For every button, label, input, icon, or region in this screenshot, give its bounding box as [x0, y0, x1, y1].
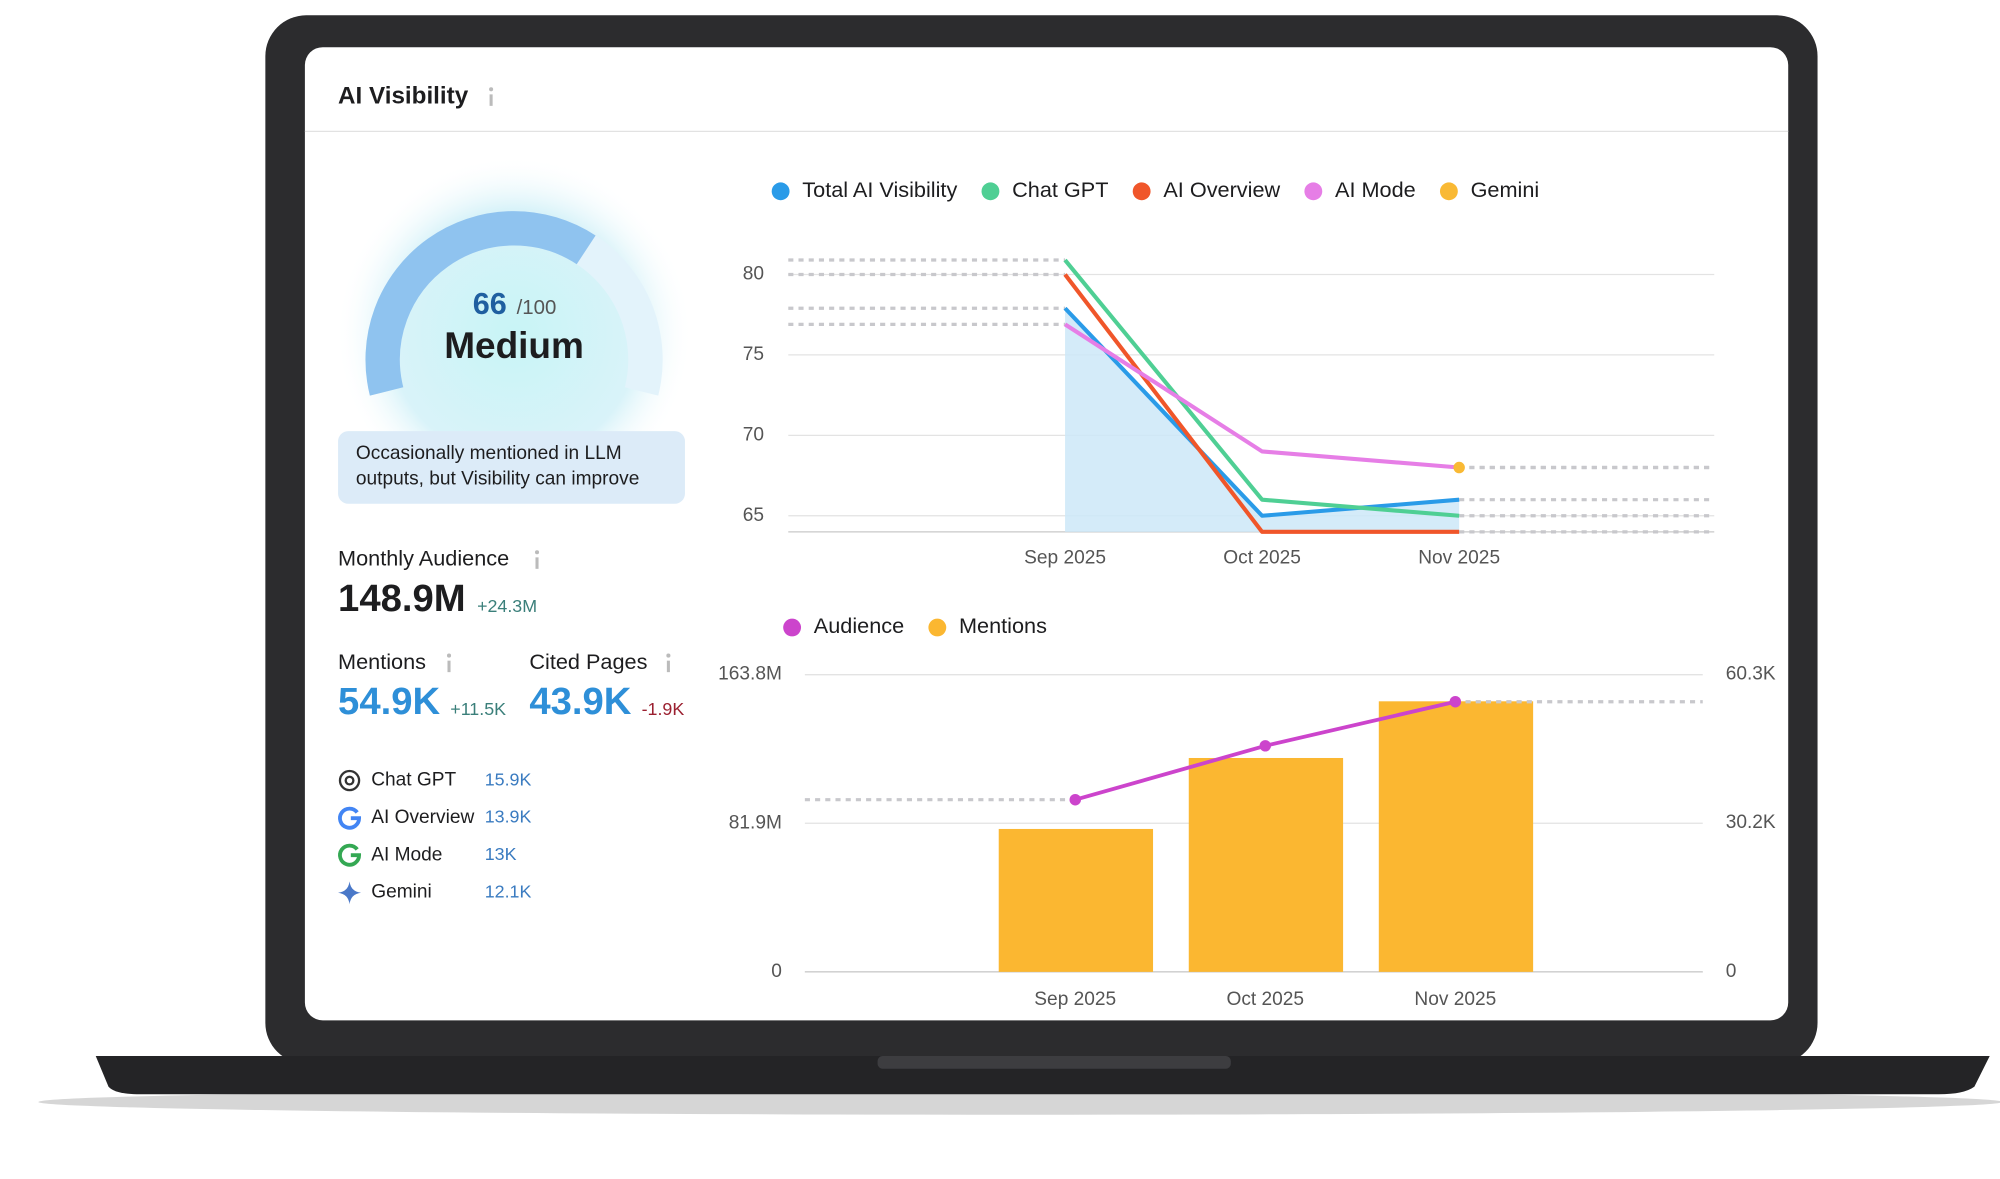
platform-name: AI Overview: [371, 807, 474, 828]
legend-marker: [1132, 182, 1151, 201]
legend-label: Gemini: [1471, 177, 1540, 202]
point: [1069, 793, 1081, 806]
y-tick-label: 81.9M: [729, 812, 782, 833]
metric-label: Cited Pages: [529, 649, 647, 674]
bar: [1188, 757, 1344, 972]
x-tick-label: Oct 2025: [1226, 989, 1304, 1010]
line: [1063, 322, 1460, 470]
legend-marker: [928, 618, 947, 637]
y-tick-label: 0: [771, 961, 782, 982]
metric-value: 43.9K: [529, 680, 631, 723]
legend-label: Total AI Visibility: [802, 177, 957, 202]
y2-tick-label: 60.3K: [1726, 664, 1776, 685]
y2-tick-label: 0: [1726, 961, 1737, 982]
y-tick-label: 80: [743, 264, 764, 285]
chatgpt-icon: [338, 769, 361, 792]
x-tick-label: Oct 2025: [1223, 548, 1301, 569]
y-tick-label: 163.8M: [718, 664, 782, 685]
score-value: 66: [473, 287, 507, 321]
metric-value: 148.9M: [338, 577, 466, 620]
page-title: AI Visibility: [338, 82, 469, 109]
line: [1063, 306, 1460, 518]
y2-tick-label: 30.2K: [1726, 812, 1776, 833]
legend-marker: [771, 182, 790, 201]
y-tick-label: 75: [743, 344, 764, 365]
info-icon: [489, 87, 494, 106]
metric-change: -1.9K: [642, 699, 685, 719]
description-line: Occasionally mentioned in LLM: [356, 443, 622, 464]
metric-change: +11.5K: [450, 699, 506, 719]
y-tick-label: 70: [743, 424, 764, 445]
laptop-base: [95, 1056, 1990, 1095]
platform-value: 13K: [485, 844, 517, 864]
x-tick-label: Nov 2025: [1418, 548, 1500, 569]
platform-name: Chat GPT: [371, 770, 456, 791]
x-tick-label: Sep 2025: [1024, 548, 1106, 569]
legend-label: Chat GPT: [1012, 177, 1108, 202]
legend-marker: [1439, 182, 1458, 201]
info-icon: [666, 653, 671, 673]
gauge-fill: [365, 211, 596, 396]
score-max: /100: [517, 297, 557, 319]
score-level: Medium: [444, 325, 584, 366]
notch: [877, 1056, 1231, 1069]
legend-marker: [783, 618, 802, 637]
legend-marker: [1304, 182, 1323, 201]
bar: [998, 828, 1154, 972]
info-icon: [534, 550, 540, 569]
google-icon: [338, 806, 362, 830]
google-icon: [338, 843, 362, 867]
platform-value: 15.9K: [485, 769, 532, 789]
description-line: outputs, but Visibility can improve: [356, 469, 639, 490]
x-tick-label: Nov 2025: [1414, 989, 1496, 1010]
legend-label: Audience: [814, 613, 904, 638]
metric-label: Mentions: [338, 649, 426, 674]
bar: [1378, 701, 1534, 972]
gemini-icon: [338, 881, 362, 905]
info-icon: [446, 653, 452, 673]
point: [1259, 740, 1272, 752]
legend-label: Mentions: [959, 613, 1047, 638]
description-box: [338, 431, 685, 504]
shadow: [38, 1089, 2000, 1115]
metric-change: +24.3M: [477, 596, 537, 616]
platform-name: AI Mode: [371, 844, 442, 865]
area: [1065, 308, 1460, 532]
platform-value: 12.1K: [485, 881, 532, 901]
point: [1453, 461, 1465, 474]
metric-label: Monthly Audience: [338, 546, 509, 571]
line: [1063, 258, 1460, 518]
x-tick-label: Sep 2025: [1034, 989, 1116, 1010]
platform-value: 13.9K: [485, 807, 532, 827]
platform-list: Chat GPT 15.9K AI Overview 13.9K AI Mode 13K G…: [371, 769, 531, 902]
legend-marker: [981, 182, 1000, 201]
platform-name: Gemini: [371, 882, 432, 903]
metric-value: 54.9K: [338, 680, 440, 723]
gauge: [365, 211, 663, 396]
y-tick-label: 65: [743, 505, 764, 526]
legend-label: AI Mode: [1335, 177, 1416, 202]
legend-label: AI Overview: [1163, 177, 1280, 202]
line: [1063, 273, 1460, 534]
point: [1449, 695, 1462, 708]
